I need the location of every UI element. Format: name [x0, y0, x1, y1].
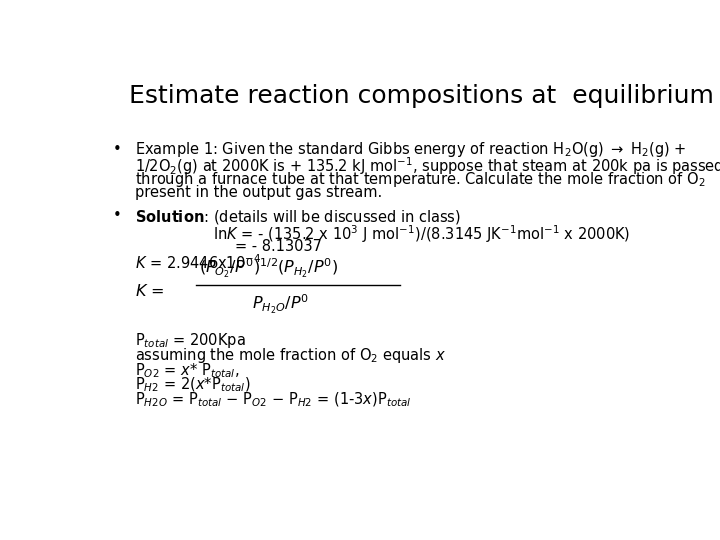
Text: $(P_{O_2}/P^0)^{1/2}(P_{H_2}/P^0)$: $(P_{O_2}/P^0)^{1/2}(P_{H_2}/P^0)$	[199, 257, 338, 280]
Text: P$_{H2}$ = 2($x$*P$_{total}$): P$_{H2}$ = 2($x$*P$_{total}$)	[135, 376, 250, 394]
Text: $P_{H_2O}/P^0$: $P_{H_2O}/P^0$	[252, 292, 309, 315]
Text: assuming the mole fraction of O$_2$ equals $x$: assuming the mole fraction of O$_2$ equa…	[135, 346, 446, 365]
Text: P$_{O2}$ = $x$* P$_{total}$,: P$_{O2}$ = $x$* P$_{total}$,	[135, 361, 239, 380]
Text: $K$ = 2.9446x10$^{-4}$: $K$ = 2.9446x10$^{-4}$	[135, 253, 261, 272]
Text: = - 8.13037: = - 8.13037	[235, 239, 322, 254]
Text: ln$K$ = - (135.2 x 10$^3$ J mol$^{-1}$)/(8.3145 JK$^{-1}$mol$^{-1}$ x 2000K): ln$K$ = - (135.2 x 10$^3$ J mol$^{-1}$)/…	[213, 224, 630, 245]
Text: $\bf{Solution}$: (details will be discussed in class): $\bf{Solution}$: (details will be discus…	[135, 208, 461, 226]
Text: P$_{H2O}$ = P$_{total}$ $-$ P$_{O2}$ $-$ P$_{H2}$ = (1-3$x$)P$_{total}$: P$_{H2O}$ = P$_{total}$ $-$ P$_{O2}$ $-$…	[135, 391, 411, 409]
Text: •: •	[112, 141, 121, 157]
Text: •: •	[112, 208, 121, 223]
Text: P$_{total}$ = 200Kpa: P$_{total}$ = 200Kpa	[135, 331, 246, 350]
Text: through a furnace tube at that temperature. Calculate the mole fraction of O$_2$: through a furnace tube at that temperatu…	[135, 171, 706, 190]
Text: present in the output gas stream.: present in the output gas stream.	[135, 185, 382, 200]
Text: Example 1: Given the standard Gibbs energy of reaction H$_2$O(g) $\rightarrow$ H: Example 1: Given the standard Gibbs ener…	[135, 140, 686, 159]
Text: Estimate reaction compositions at  equilibrium: Estimate reaction compositions at equili…	[129, 84, 714, 107]
Text: $K$ =: $K$ =	[135, 284, 166, 299]
Text: 1/2O$_2$(g) at 2000K is + 135.2 kJ mol$^{-1}$, suppose that steam at 200k pa is : 1/2O$_2$(g) at 2000K is + 135.2 kJ mol$^…	[135, 156, 720, 177]
